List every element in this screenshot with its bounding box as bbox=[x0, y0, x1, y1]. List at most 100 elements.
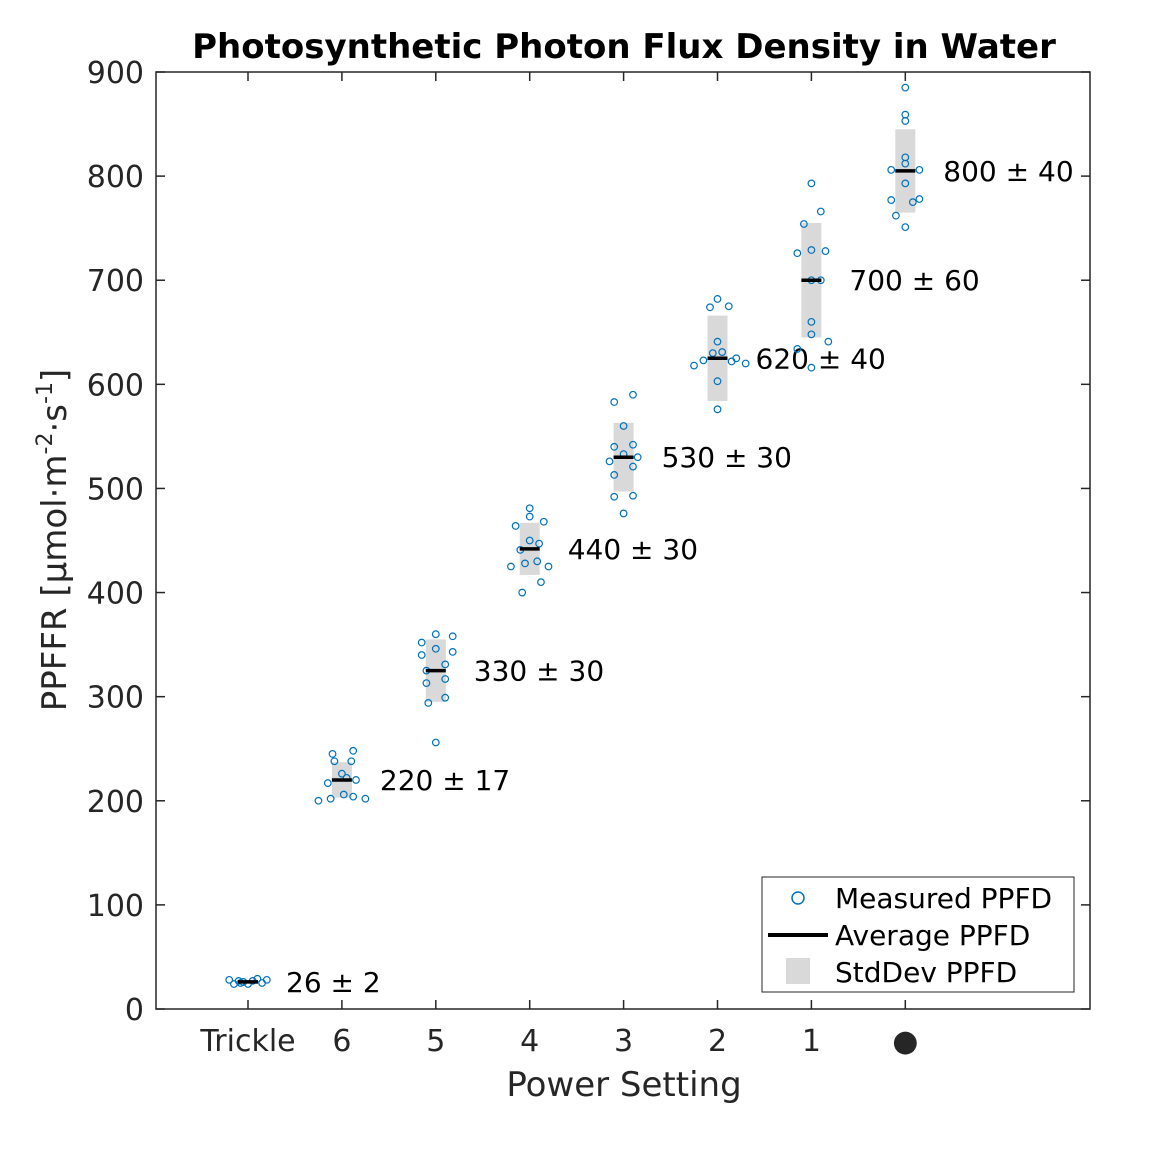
measured-point bbox=[448, 632, 457, 641]
measured-point bbox=[901, 179, 910, 188]
measured-point bbox=[824, 337, 833, 346]
measured-point bbox=[799, 220, 808, 228]
measured-point bbox=[690, 361, 698, 370]
measured-point bbox=[718, 348, 727, 356]
measured-point bbox=[339, 790, 348, 799]
y-label-end: ] bbox=[35, 369, 75, 382]
x-axis: Trickle 6 5 4 3 2 1 ● bbox=[199, 72, 918, 1059]
legend: Measured PPFD Average PPFD StdDev PPFD bbox=[761, 876, 1075, 993]
measured-point bbox=[732, 354, 741, 363]
measured-point bbox=[892, 211, 900, 220]
measured-point bbox=[544, 562, 553, 571]
measured-point bbox=[431, 738, 440, 747]
group-annotation: 440 ± 30 bbox=[568, 533, 698, 566]
measured-point bbox=[537, 578, 545, 587]
measured-point bbox=[807, 179, 816, 188]
measured-point bbox=[901, 83, 910, 92]
measured-point bbox=[338, 769, 346, 778]
measured-point bbox=[521, 559, 529, 568]
group-annotation: 220 ± 17 bbox=[380, 764, 510, 797]
group-annotation: 530 ± 30 bbox=[662, 441, 792, 474]
group-annotation: 620 ± 40 bbox=[756, 342, 886, 375]
measured-point bbox=[314, 796, 323, 805]
measured-point bbox=[330, 757, 339, 766]
group-annotation: 700 ± 60 bbox=[849, 264, 979, 297]
y-tick-label: 300 bbox=[87, 681, 144, 716]
measured-point bbox=[908, 198, 917, 207]
measured-point bbox=[741, 359, 750, 368]
measured-point bbox=[525, 512, 534, 521]
legend-label-stddev: StdDev PPFD bbox=[835, 956, 1017, 989]
measured-point bbox=[441, 660, 450, 669]
measured-point bbox=[901, 110, 910, 119]
measured-point bbox=[901, 223, 910, 232]
x-tick-label: 6 bbox=[332, 1024, 351, 1059]
measured-point bbox=[807, 363, 816, 372]
x-tick-label: 1 bbox=[802, 1024, 821, 1059]
measured-point bbox=[793, 249, 802, 258]
measured-point bbox=[230, 980, 238, 988]
y-label-exp2: -1 bbox=[33, 382, 58, 404]
group-annotation: 330 ± 30 bbox=[474, 655, 604, 688]
legend-label-measured: Measured PPFD bbox=[835, 882, 1052, 915]
measured-point bbox=[699, 356, 708, 365]
measured-point bbox=[713, 295, 722, 303]
y-axis-label: PPFFR [µmol·m-2·s-1] bbox=[33, 369, 75, 711]
measured-point bbox=[713, 337, 722, 346]
group-annotation: 26 ± 2 bbox=[286, 966, 381, 999]
measured-point bbox=[610, 442, 619, 451]
measured-point bbox=[807, 330, 816, 339]
measured-point bbox=[533, 557, 542, 566]
measured-point bbox=[525, 536, 534, 545]
measured-point bbox=[633, 453, 642, 462]
measured-point bbox=[441, 693, 450, 702]
measured-point bbox=[431, 644, 440, 653]
measured-point bbox=[326, 794, 335, 803]
measured-point bbox=[619, 509, 628, 518]
measured-point bbox=[349, 792, 358, 801]
y-axis: 0 100 200 300 400 500 600 700 800 900 bbox=[87, 56, 1090, 1028]
measured-point bbox=[424, 699, 433, 707]
chart-title: Photosynthetic Photon Flux Density in Wa… bbox=[192, 27, 1056, 67]
x-tick-label: 2 bbox=[708, 1024, 727, 1059]
measured-point bbox=[518, 588, 527, 597]
plot-area: 26 ± 2 220 ± 17 330 ± 30 440 ± 30 530 ± 30 62… bbox=[225, 83, 1074, 999]
measured-point bbox=[610, 471, 619, 479]
measured-point bbox=[422, 679, 431, 688]
measured-point bbox=[887, 196, 896, 204]
x-tick-label: 3 bbox=[614, 1024, 633, 1059]
measured-point bbox=[793, 345, 802, 353]
y-label-exp1: -2 bbox=[33, 433, 58, 455]
measured-point bbox=[708, 349, 717, 358]
measured-point bbox=[901, 159, 910, 168]
y-label-base: PPFFR [µmol·m bbox=[35, 454, 75, 711]
y-tick-label: 600 bbox=[87, 368, 144, 403]
measured-point bbox=[816, 207, 825, 216]
measured-point bbox=[262, 975, 271, 984]
x-tick-label: 4 bbox=[520, 1024, 539, 1059]
y-tick-label: 200 bbox=[87, 785, 144, 820]
measured-point bbox=[323, 779, 332, 787]
measured-point bbox=[610, 398, 619, 406]
measured-point bbox=[727, 357, 736, 366]
y-tick-label: 100 bbox=[87, 889, 144, 924]
y-tick-label: 500 bbox=[87, 472, 144, 507]
measured-point bbox=[901, 117, 910, 125]
measured-point bbox=[605, 457, 614, 466]
measured-point bbox=[821, 247, 830, 255]
legend-label-average: Average PPFD bbox=[835, 919, 1030, 952]
measured-point bbox=[258, 979, 266, 987]
measured-point bbox=[610, 492, 619, 501]
measured-point bbox=[225, 975, 234, 984]
measured-point bbox=[347, 757, 356, 766]
x-tick-label: 5 bbox=[426, 1024, 445, 1059]
measured-point bbox=[525, 504, 534, 513]
group-annotation: 800 ± 40 bbox=[943, 155, 1073, 188]
measured-point bbox=[539, 517, 548, 526]
measured-point bbox=[431, 630, 440, 639]
measured-point bbox=[807, 317, 816, 326]
measured-point bbox=[511, 522, 520, 530]
x-tick-label: Trickle bbox=[199, 1024, 295, 1059]
measured-point bbox=[807, 246, 816, 254]
